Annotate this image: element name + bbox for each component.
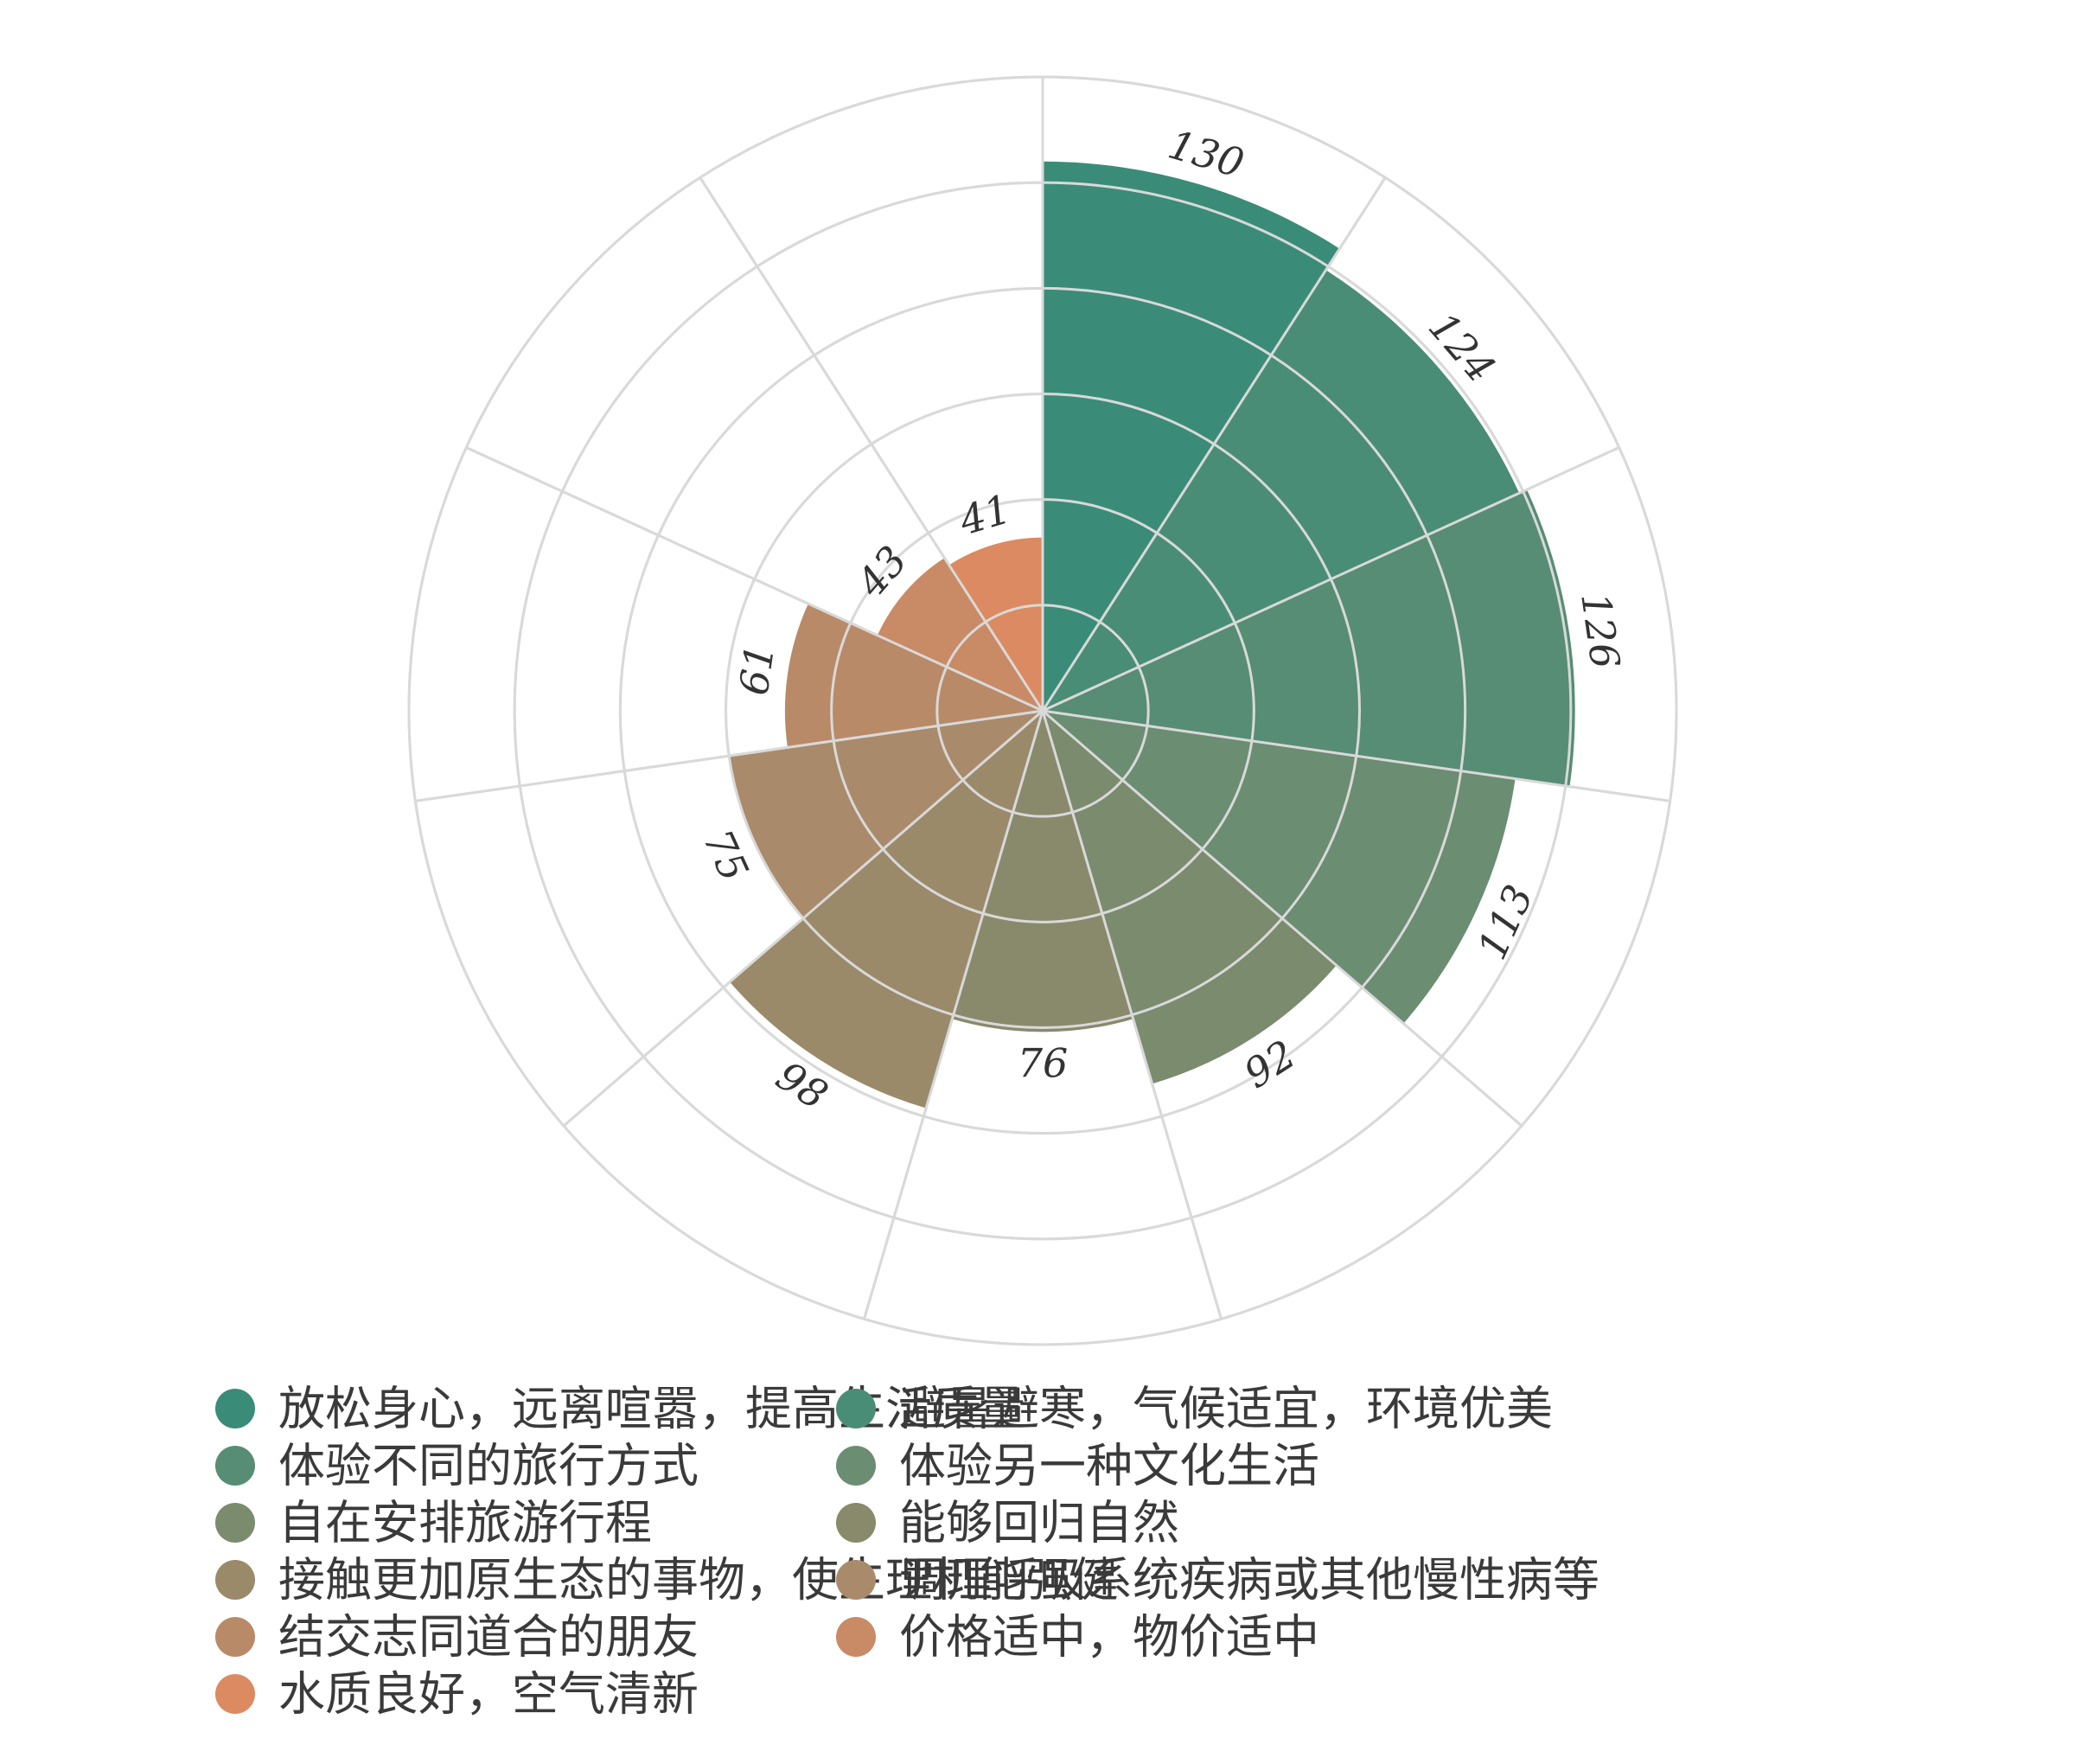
legend-marker	[215, 1446, 255, 1486]
grid-spoke-overlay	[1042, 709, 1670, 802]
legend-label: 放松身心，远离喧嚣，提高生活质量	[278, 1382, 1025, 1436]
legend-marker	[836, 1617, 876, 1657]
value-label: 75	[694, 822, 757, 888]
polar-bar	[877, 558, 1043, 711]
polar-bar	[1043, 270, 1520, 711]
legend-marker	[836, 1389, 876, 1428]
polar-bar	[1043, 711, 1337, 1084]
legend-label: 调理呼吸系统疾病或其他慢性病等	[899, 1553, 1599, 1607]
legend-label: 自在安排旅游行程	[278, 1496, 652, 1550]
polar-bar	[1043, 161, 1340, 711]
grid-spoke-overlay	[563, 709, 1044, 1128]
legend-item: 自在安排旅游行程	[215, 1496, 652, 1550]
legend-label: 体验不同的旅行方式	[278, 1439, 699, 1493]
legend-item: 放松身心，远离喧嚣，提高生活质量	[215, 1382, 1025, 1436]
legend-item: 体验不同的旅行方式	[215, 1439, 699, 1493]
polar-bar	[729, 711, 1043, 919]
value-label: 61	[730, 642, 783, 699]
legend-marker	[215, 1389, 255, 1428]
legend-label: 体验另一种文化生活	[899, 1439, 1319, 1493]
grid-overlay	[407, 75, 1678, 1346]
polar-bar	[1043, 711, 1516, 1024]
legend-label: 水质良好，空气清新	[278, 1667, 699, 1722]
value-label: 126	[1572, 590, 1629, 672]
value-label: 76	[1018, 1039, 1069, 1086]
legend-marker	[215, 1503, 255, 1543]
grid-spoke-overlay	[1042, 709, 1523, 1128]
legend-marker	[836, 1446, 876, 1486]
legend-item: 能够回归自然	[836, 1496, 1179, 1550]
value-label: 130	[1163, 121, 1248, 188]
grid-spoke-overlay	[465, 446, 1044, 713]
grid-spoke-overlay	[1041, 710, 1223, 1320]
polar-bar	[952, 711, 1133, 1032]
legend-marker	[215, 1674, 255, 1714]
polar-bars	[729, 161, 1575, 1109]
polar-bar	[948, 537, 1043, 711]
legend-item: 价格适中，物价适中	[836, 1610, 1319, 1665]
grid-spoke-overlay	[863, 710, 1044, 1320]
legend-item: 避暑避寒，气候适宜，环境优美	[836, 1382, 1553, 1436]
legend-label: 避暑避寒，气候适宜，环境优美	[899, 1382, 1553, 1436]
grid-spoke-overlay	[415, 709, 1044, 802]
legend-item: 体验另一种文化生活	[836, 1439, 1319, 1493]
legend-marker	[215, 1560, 255, 1600]
grid-spoke-overlay	[1041, 176, 1387, 712]
legend-marker	[836, 1503, 876, 1543]
legend-label: 能够回归自然	[899, 1496, 1179, 1550]
legend-label: 结交志同道合的朋友	[278, 1610, 699, 1665]
grid-spoke-overlay	[1042, 446, 1620, 713]
legend-label: 价格适中，物价适中	[899, 1610, 1319, 1665]
legend-marker	[215, 1617, 255, 1657]
grid-spoke-overlay	[699, 176, 1044, 712]
legend-item: 调理呼吸系统疾病或其他慢性病等	[836, 1553, 1599, 1607]
polar-bar	[784, 604, 1043, 748]
legend-item: 接触更加原生态的事物，使生理机能强健	[215, 1553, 1119, 1607]
legend-item: 水质良好，空气清新	[215, 1667, 699, 1722]
value-label: 41	[954, 485, 1016, 545]
polar-bar	[730, 711, 1043, 1109]
legend-item: 结交志同道合的朋友	[215, 1610, 699, 1665]
legend-marker	[836, 1560, 876, 1600]
polar-bar	[1043, 489, 1575, 787]
legend-label: 接触更加原生态的事物，使生理机能强健	[278, 1553, 1119, 1607]
